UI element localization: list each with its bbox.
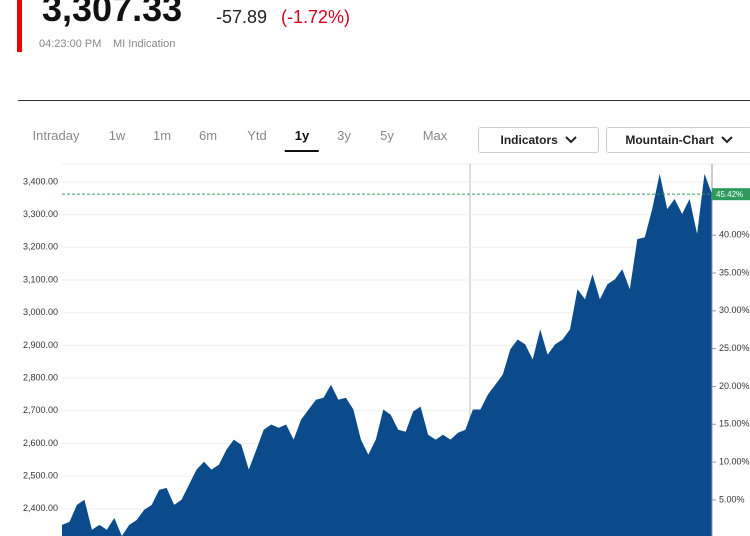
y-tick-label: 3,100.00 bbox=[23, 274, 58, 284]
price: 3,307.33 bbox=[42, 0, 183, 29]
y-tick-label: 3,200.00 bbox=[23, 242, 58, 252]
time: 04:23:00 PM bbox=[39, 38, 102, 50]
tab[interactable]: Intraday bbox=[32, 128, 80, 143]
change: -57.89 bbox=[216, 7, 268, 27]
y-tick-label: 2,500.00 bbox=[23, 471, 58, 481]
y2-tick-label: 5.00% bbox=[719, 494, 745, 504]
tab[interactable]: Max bbox=[422, 128, 448, 143]
divider bbox=[18, 100, 750, 101]
y2-tick-label: 40.00% bbox=[719, 230, 750, 240]
tab[interactable]: 5y bbox=[380, 128, 394, 143]
tab[interactable]: Ytd bbox=[247, 128, 267, 143]
y-tick-label: 2,800.00 bbox=[23, 372, 58, 382]
y2-tick-label: 15.00% bbox=[719, 419, 750, 429]
y2-tick-label: 20.00% bbox=[719, 381, 750, 391]
y-tick-label: 2,600.00 bbox=[23, 438, 58, 448]
y-tick-label: 2,400.00 bbox=[23, 503, 58, 513]
change-pct: (-1.72%) bbox=[281, 7, 351, 27]
indicators-button[interactable]: Indicators bbox=[478, 127, 599, 153]
y2-tick-label: 30.00% bbox=[719, 305, 750, 315]
y2-tick-label: 25.00% bbox=[719, 343, 750, 353]
button-label: Indicators bbox=[500, 133, 558, 147]
y2-tick-label: 10.00% bbox=[719, 456, 750, 466]
tab[interactable]: 1w bbox=[108, 128, 126, 143]
y-tick-label: 3,300.00 bbox=[23, 209, 58, 219]
button-label: Mountain-Chart bbox=[625, 133, 714, 147]
y-tick-label: 2,900.00 bbox=[23, 340, 58, 350]
tab[interactable]: 6m bbox=[198, 128, 218, 143]
y-tick-label: 3,400.00 bbox=[23, 176, 58, 186]
tab[interactable]: 3y bbox=[337, 128, 351, 143]
accent-bar bbox=[17, 0, 22, 52]
area bbox=[62, 173, 712, 536]
last-label: 45.42% bbox=[716, 190, 743, 199]
y-tick-label: 3,000.00 bbox=[23, 307, 58, 317]
y-tick-label: 2,700.00 bbox=[23, 405, 58, 415]
tab[interactable]: 1y bbox=[284, 128, 320, 152]
y2-tick-label: 35.00% bbox=[719, 267, 750, 277]
chart-type-button[interactable]: Mountain-Chart bbox=[606, 127, 750, 153]
source: MI Indication bbox=[113, 38, 176, 50]
last-badge bbox=[712, 188, 750, 201]
tab[interactable]: 1m bbox=[152, 128, 172, 143]
